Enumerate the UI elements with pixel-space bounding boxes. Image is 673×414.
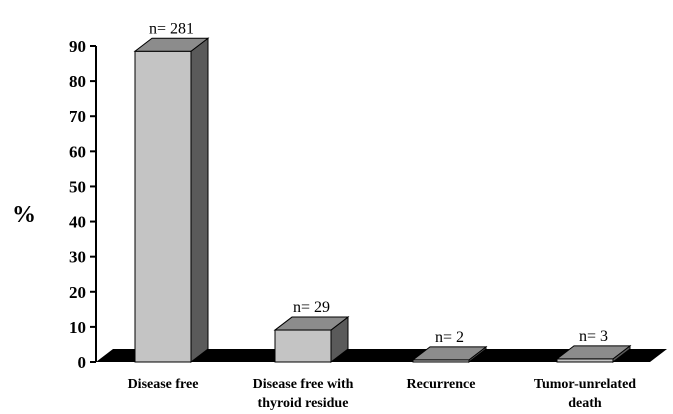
x-category-label: Recurrence bbox=[407, 377, 476, 392]
y-axis-label: % bbox=[12, 202, 36, 228]
bar-data-label: n= 29 bbox=[293, 299, 330, 316]
y-tick-label: 20 bbox=[69, 283, 86, 302]
y-tick-label: 70 bbox=[69, 107, 86, 126]
bar-top bbox=[411, 346, 488, 361]
bar bbox=[555, 344, 632, 364]
bar-top bbox=[273, 316, 350, 331]
bar-data-label: n= 3 bbox=[579, 328, 608, 345]
bar bbox=[133, 37, 210, 364]
x-category-label: death bbox=[568, 396, 602, 411]
bar-front bbox=[274, 329, 332, 363]
bar-front bbox=[134, 50, 192, 363]
chart-floor bbox=[96, 349, 667, 362]
y-tick-label: 30 bbox=[69, 248, 86, 267]
bar-data-label: n= 281 bbox=[149, 20, 194, 37]
bar-data-label: n= 2 bbox=[435, 329, 464, 346]
y-tick-label: 10 bbox=[69, 318, 86, 337]
y-tick-label: 60 bbox=[69, 142, 86, 161]
y-tick-label: 0 bbox=[78, 353, 87, 372]
bar-top bbox=[133, 37, 210, 52]
y-tick-label: 50 bbox=[69, 177, 86, 196]
bar-side bbox=[190, 37, 209, 364]
bar-top bbox=[555, 345, 632, 360]
bar bbox=[411, 345, 488, 364]
x-category-label: Tumor-unrelated bbox=[534, 377, 636, 392]
y-tick-label: 80 bbox=[69, 72, 86, 91]
bar bbox=[273, 316, 350, 364]
y-tick-label: 40 bbox=[69, 213, 86, 232]
y-tick-label: 90 bbox=[69, 37, 86, 56]
x-category-label: Disease free with bbox=[253, 377, 354, 392]
x-category-label: thyroid residue bbox=[258, 396, 349, 411]
x-category-label: Disease free bbox=[128, 377, 199, 392]
